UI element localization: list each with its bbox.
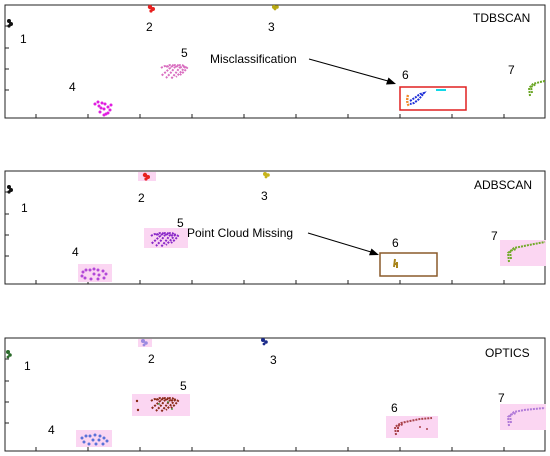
cluster-5 bbox=[132, 394, 190, 416]
cluster-6 bbox=[379, 252, 438, 277]
panel-frame bbox=[4, 4, 546, 119]
cluster-label-5: 5 bbox=[177, 216, 184, 230]
cluster-label-4: 4 bbox=[72, 245, 79, 259]
panel-adbscan: ADBSCAN 1 2 3 4 bbox=[4, 170, 546, 285]
cluster-label-3: 3 bbox=[268, 20, 275, 34]
cluster-label-6: 6 bbox=[402, 68, 409, 82]
cluster-label-1: 1 bbox=[20, 32, 27, 46]
cluster-2 bbox=[138, 339, 152, 347]
cluster-label-7: 7 bbox=[498, 391, 505, 405]
cluster-7 bbox=[527, 80, 546, 97]
panel-ticks bbox=[5, 191, 505, 284]
cluster-label-5: 5 bbox=[180, 379, 187, 393]
annotation-text: Misclassification bbox=[210, 52, 297, 66]
cluster-1 bbox=[7, 185, 13, 194]
cluster-label-4: 4 bbox=[69, 80, 76, 94]
cluster-label-3: 3 bbox=[261, 189, 268, 203]
cluster-label-2: 2 bbox=[146, 20, 153, 34]
cluster-label-7: 7 bbox=[491, 229, 498, 243]
cluster-4 bbox=[78, 264, 112, 282]
cluster-6 bbox=[386, 416, 438, 438]
cluster-label-6: 6 bbox=[392, 236, 399, 250]
cluster-6 bbox=[399, 86, 467, 111]
cluster-5 bbox=[160, 64, 189, 80]
panel-optics: OPTICS 1 2 3 4 bbox=[4, 337, 546, 452]
annotation-arrow bbox=[307, 232, 379, 256]
cluster-3 bbox=[263, 172, 270, 179]
missing-point-cloud-box bbox=[379, 252, 438, 277]
annotation-text: Point Cloud Missing bbox=[187, 226, 293, 240]
misclassification-box bbox=[399, 86, 467, 111]
cluster-label-1: 1 bbox=[21, 201, 28, 215]
panel-tdbscan: TDBSCAN 1 2 3 4 5 bbox=[4, 4, 546, 119]
panel-title: TDBSCAN bbox=[473, 11, 530, 25]
cluster-label-1: 1 bbox=[24, 359, 31, 373]
cluster-label-7: 7 bbox=[508, 63, 515, 77]
cluster-label-6: 6 bbox=[391, 401, 398, 415]
cluster-label-4: 4 bbox=[48, 423, 55, 437]
cluster-4 bbox=[93, 100, 113, 117]
panel-title: OPTICS bbox=[485, 346, 530, 360]
panel-title: ADBSCAN bbox=[474, 178, 532, 192]
cluster-1 bbox=[7, 19, 13, 28]
cluster-3 bbox=[272, 5, 279, 11]
cluster-7 bbox=[500, 404, 546, 430]
cluster-5 bbox=[144, 228, 188, 248]
cluster-3 bbox=[261, 338, 268, 346]
cluster-2 bbox=[138, 172, 156, 181]
annotation-arrow bbox=[308, 58, 396, 85]
cluster-label-2: 2 bbox=[148, 352, 155, 366]
cluster-7 bbox=[500, 240, 546, 266]
cluster-4 bbox=[76, 430, 112, 447]
cluster-label-3: 3 bbox=[270, 353, 277, 367]
cluster-label-2: 2 bbox=[138, 191, 145, 205]
panel-ticks bbox=[5, 358, 505, 451]
cluster-2 bbox=[147, 4, 155, 13]
cluster-label-5: 5 bbox=[181, 46, 188, 60]
cluster-1 bbox=[6, 350, 12, 359]
